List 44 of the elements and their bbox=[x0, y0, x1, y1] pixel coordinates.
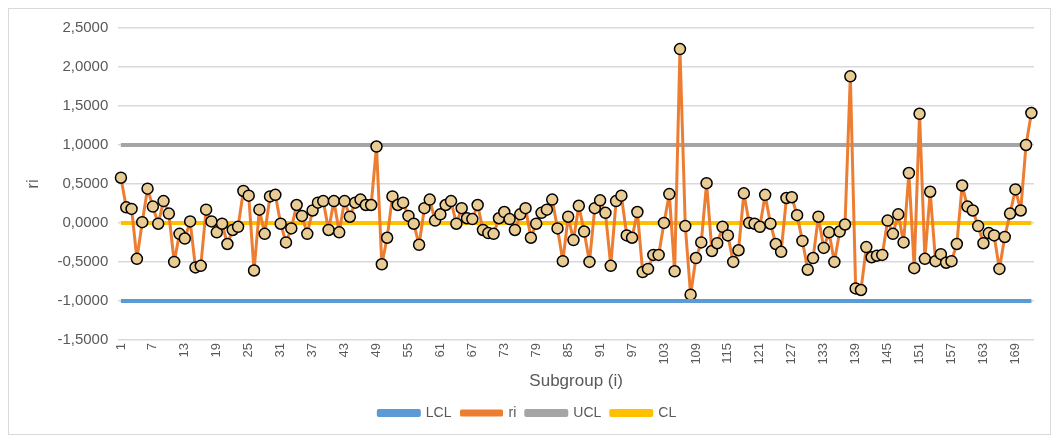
x-tick-label: 163 bbox=[975, 342, 991, 365]
x-tick-label: 97 bbox=[623, 342, 639, 358]
legend-label: CL bbox=[658, 403, 677, 420]
x-tick-label: 133 bbox=[815, 342, 831, 365]
x-tick-label: 139 bbox=[847, 342, 863, 365]
x-tick-label: 19 bbox=[208, 342, 224, 358]
x-tick-label: 109 bbox=[687, 342, 703, 365]
x-tick-label: 61 bbox=[431, 342, 447, 358]
y-tick-label: 0,0000 bbox=[62, 213, 109, 231]
x-tick-label: 73 bbox=[495, 342, 511, 358]
legend-label: LCL bbox=[425, 403, 452, 420]
x-tick-label: 169 bbox=[1006, 342, 1022, 365]
x-tick-label: 1 bbox=[112, 342, 128, 351]
y-axis-title: ri bbox=[22, 179, 42, 189]
x-tick-label: 121 bbox=[751, 342, 767, 365]
x-tick-label: 115 bbox=[719, 342, 735, 364]
x-tick-label: 67 bbox=[463, 342, 479, 358]
y-tick-label: 2,5000 bbox=[62, 18, 109, 36]
x-tick-label: 7 bbox=[144, 342, 160, 351]
x-tick-label: 37 bbox=[304, 342, 320, 358]
x-tick-label: 127 bbox=[783, 342, 799, 365]
y-tick-label: -1,5000 bbox=[57, 330, 109, 348]
x-tick-label: 91 bbox=[591, 342, 607, 358]
x-tick-label: 79 bbox=[527, 342, 543, 358]
x-tick-label: 151 bbox=[911, 342, 927, 365]
x-tick-label: 145 bbox=[879, 342, 895, 365]
legend-label: ri bbox=[508, 403, 517, 420]
legend-label: UCL bbox=[573, 403, 602, 420]
y-tick-label: 1,0000 bbox=[62, 135, 109, 153]
x-tick-label: 31 bbox=[272, 342, 288, 358]
x-tick-label: 49 bbox=[368, 342, 384, 358]
x-tick-label: 43 bbox=[336, 342, 352, 358]
x-tick-label: 103 bbox=[655, 342, 671, 365]
y-tick-label: -0,5000 bbox=[57, 252, 109, 270]
x-axis-title: Subgroup (i) bbox=[529, 371, 623, 391]
x-tick-label: 25 bbox=[240, 342, 256, 358]
x-tick-label: 157 bbox=[943, 342, 959, 365]
x-tick-label: 55 bbox=[400, 342, 416, 358]
x-tick-label: 13 bbox=[176, 342, 192, 358]
y-tick-label: 1,5000 bbox=[62, 96, 109, 114]
y-tick-label: 2,0000 bbox=[62, 57, 109, 75]
y-tick-label: -1,0000 bbox=[57, 291, 109, 309]
x-tick-label: 85 bbox=[559, 342, 575, 358]
y-tick-label: 0,5000 bbox=[62, 174, 109, 192]
